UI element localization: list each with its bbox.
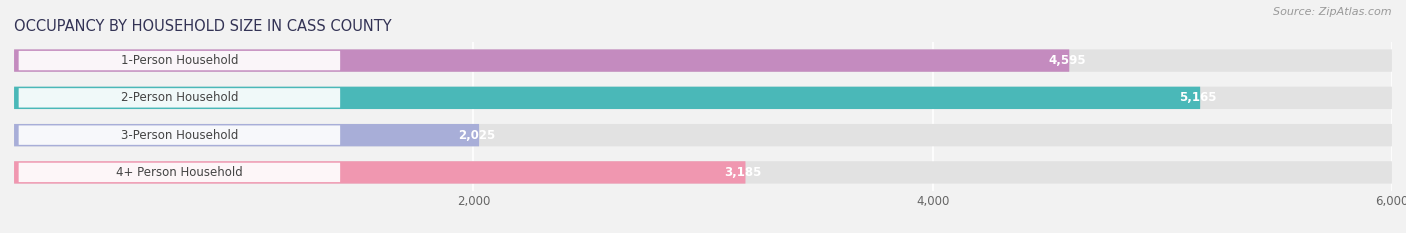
- FancyBboxPatch shape: [14, 161, 1392, 184]
- FancyBboxPatch shape: [18, 88, 340, 108]
- FancyBboxPatch shape: [18, 51, 340, 70]
- FancyBboxPatch shape: [18, 125, 340, 145]
- Text: OCCUPANCY BY HOUSEHOLD SIZE IN CASS COUNTY: OCCUPANCY BY HOUSEHOLD SIZE IN CASS COUN…: [14, 19, 392, 34]
- FancyBboxPatch shape: [14, 87, 1392, 109]
- FancyBboxPatch shape: [970, 51, 1067, 70]
- Text: 4,595: 4,595: [1049, 54, 1085, 67]
- FancyBboxPatch shape: [14, 87, 1201, 109]
- FancyBboxPatch shape: [14, 49, 1392, 72]
- Text: Source: ZipAtlas.com: Source: ZipAtlas.com: [1274, 7, 1392, 17]
- Text: 3-Person Household: 3-Person Household: [121, 129, 238, 142]
- FancyBboxPatch shape: [18, 163, 340, 182]
- FancyBboxPatch shape: [14, 161, 745, 184]
- Text: 5,165: 5,165: [1180, 91, 1216, 104]
- FancyBboxPatch shape: [381, 126, 477, 144]
- FancyBboxPatch shape: [1101, 89, 1198, 107]
- Text: 2-Person Household: 2-Person Household: [121, 91, 238, 104]
- Text: 1-Person Household: 1-Person Household: [121, 54, 238, 67]
- FancyBboxPatch shape: [647, 163, 744, 182]
- FancyBboxPatch shape: [14, 124, 479, 146]
- FancyBboxPatch shape: [14, 124, 1392, 146]
- Text: 2,025: 2,025: [458, 129, 495, 142]
- Text: 4+ Person Household: 4+ Person Household: [117, 166, 243, 179]
- FancyBboxPatch shape: [14, 49, 1070, 72]
- Text: 3,185: 3,185: [724, 166, 762, 179]
